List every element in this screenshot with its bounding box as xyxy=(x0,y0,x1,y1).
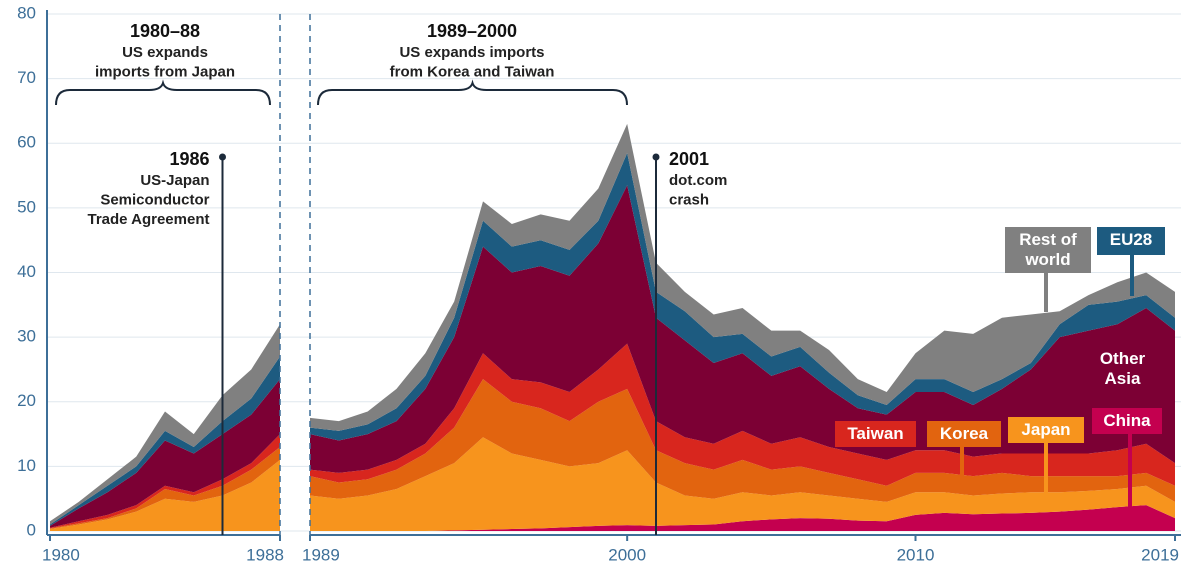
annotation-heading: 1980–88 xyxy=(130,21,200,41)
callout-dot xyxy=(652,153,660,161)
y-tick-label: 60 xyxy=(17,133,36,152)
annotation-text: crash xyxy=(669,191,709,208)
series-label: Rest of world xyxy=(1005,227,1091,273)
x-tick-label: 2019 xyxy=(1141,545,1179,564)
area xyxy=(50,379,280,528)
series-label: Taiwan xyxy=(835,421,916,447)
area xyxy=(310,437,1175,531)
x-tick-label: 2000 xyxy=(608,545,646,564)
bracket xyxy=(55,79,271,106)
annotation-text: from Korea and Taiwan xyxy=(390,63,555,80)
series-label: Korea xyxy=(927,421,1001,447)
area xyxy=(310,379,1175,502)
area xyxy=(50,324,280,525)
area xyxy=(50,446,280,530)
annotation-text: US-Japan xyxy=(140,172,209,189)
callout-dot xyxy=(219,153,226,161)
x-tick-label: 1980 xyxy=(42,545,80,564)
y-tick-label: 80 xyxy=(17,3,36,22)
series-label: Other Asia xyxy=(1099,349,1146,388)
y-tick-label: 40 xyxy=(17,262,36,281)
bracket xyxy=(317,79,628,106)
annotation-text: imports from Japan xyxy=(95,63,235,80)
x-tick-label: 1989 xyxy=(302,545,340,564)
annotation-heading: 1986 xyxy=(169,149,209,169)
annotation-text: Semiconductor xyxy=(100,191,209,208)
annotation-text: dot.com xyxy=(669,172,727,189)
area xyxy=(310,123,1175,431)
series-label: China xyxy=(1092,408,1162,434)
y-tick-label: 10 xyxy=(17,456,36,475)
annotation-text: US expands xyxy=(122,44,208,61)
y-tick-label: 20 xyxy=(17,391,36,410)
y-tick-label: 0 xyxy=(27,520,36,539)
series-label: EU28 xyxy=(1097,227,1165,255)
series-label: Japan xyxy=(1008,417,1084,443)
area xyxy=(310,505,1175,531)
annotation-text: US expands imports xyxy=(399,44,544,61)
area xyxy=(310,185,1175,473)
area xyxy=(310,152,1175,441)
annotation-heading: 2001 xyxy=(669,149,709,169)
x-tick-label: 1988 xyxy=(246,545,284,564)
annotation-heading: 1989–2000 xyxy=(427,21,517,41)
y-tick-label: 50 xyxy=(17,197,36,216)
annotation-text: Trade Agreement xyxy=(88,211,210,228)
y-tick-label: 70 xyxy=(17,68,36,87)
area xyxy=(310,343,1175,486)
x-tick-label: 2010 xyxy=(897,545,935,564)
y-tick-label: 30 xyxy=(17,327,36,346)
